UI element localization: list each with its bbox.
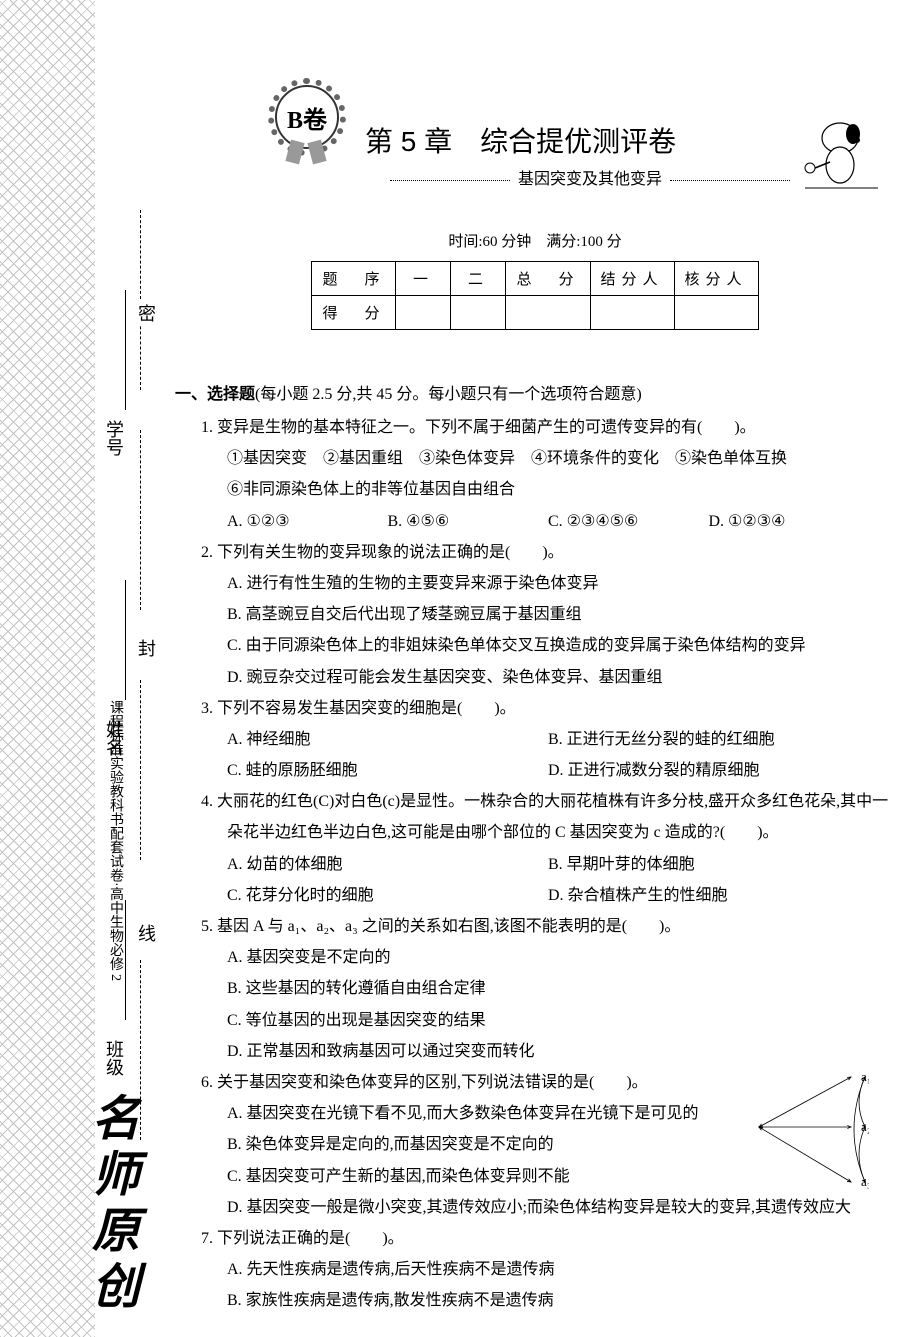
svg-text:a₂: a₂ — [861, 1119, 869, 1134]
snoopy-mascot-icon — [800, 110, 880, 190]
chapter-subtitle: 基因突变及其他变异 — [365, 165, 815, 189]
question-stem: 大丽花的红色(C)对白色(c)是显性。一株杂合的大丽花植株有许多分枝,盛开众多红… — [217, 793, 888, 841]
table-header: 一 — [396, 262, 451, 296]
option-b: B. 早期叶芽的体细胞 — [574, 849, 895, 880]
badge-label: B卷 — [275, 85, 339, 149]
option-d: D. ①②③④ — [735, 506, 896, 537]
question-number: 2. — [201, 544, 213, 561]
question-stem: 关于基因突变和染色体变异的区别,下列说法错误的是( )。 — [217, 1074, 648, 1091]
option-d: D. 杂合植株产生的性细胞 — [574, 880, 895, 911]
question-4: 4. 大丽花的红色(C)对白色(c)是显性。一株杂合的大丽花植株有许多分枝,盛开… — [201, 786, 895, 911]
binding-margin: 密 封 线 学号 姓名 班级 课程标准实验教科书配套试卷·高中生物必修 2 名师… — [95, 0, 165, 1337]
table-cell-blank — [674, 296, 758, 330]
option-a: A. 进行有性生殖的生物的主要变异来源于染色体变异 — [227, 568, 895, 599]
option-d: D. 正常基因和致病基因可以通过突变而转化 — [227, 1036, 787, 1067]
option-c: C. 等位基因的出现是基因突变的结果 — [227, 1005, 787, 1036]
table-cell-blank — [590, 296, 674, 330]
question-number: 6. — [201, 1074, 213, 1091]
seal-label-xian: 线 — [133, 920, 159, 946]
option-a: A. 先天性疾病是遗传病,后天性疾病不是遗传病 — [227, 1254, 895, 1285]
table-cell-blank — [451, 296, 506, 330]
main-content: B卷 第 5 章 综合提优测评卷 基因突变及其他变异 时间:60 分钟 满分:1… — [175, 80, 895, 1316]
question-line: ①基因突变 ②基因重组 ③染色体变异 ④环境条件的变化 ⑤染色单体互换 — [227, 443, 895, 474]
question-number: 3. — [201, 700, 213, 717]
option-d-text: D. 基因突变一般是微小突变,其遗传效应小;而染色体结构变异是较大的变异,其遗传… — [227, 1199, 851, 1216]
options-grid: A. 幼苗的体细胞 B. 早期叶芽的体细胞 C. 花芽分化时的细胞 D. 杂合植… — [227, 849, 895, 911]
seal-label-mi: 密 — [133, 300, 159, 326]
gene-mutation-diagram: Aa₁a₂a₃ — [775, 1067, 895, 1197]
section-heading: 一、选择题(每小题 2.5 分,共 45 分。每小题只有一个选项符合题意) — [175, 380, 895, 404]
seal-label-feng: 封 — [133, 635, 159, 661]
question-7: 7. 下列说法正确的是( )。 A. 先天性疾病是遗传病,后天性疾病不是遗传病 … — [201, 1223, 895, 1317]
exam-variant-badge: B卷 — [270, 80, 345, 155]
table-header: 题 序 — [312, 262, 396, 296]
seal-line-segment — [140, 430, 141, 610]
student-id-label: 学号 — [101, 420, 127, 456]
svg-text:A: A — [749, 1119, 750, 1134]
table-cell-blank — [396, 296, 451, 330]
option-d: D. 正进行减数分裂的精原细胞 — [574, 755, 895, 786]
question-number: 5. — [201, 918, 213, 935]
table-header: 结分人 — [590, 262, 674, 296]
options-grid: A. 神经细胞 B. 正进行无丝分裂的蛙的红细胞 C. 蛙的原肠胚细胞 D. 正… — [227, 724, 895, 786]
question-stem: 变异是生物的基本特征之一。下列不属于细菌产生的可遗传变异的有( )。 — [217, 419, 756, 436]
book-series-caption: 课程标准实验教科书配套试卷·高中生物必修 2 — [105, 700, 125, 981]
chapter-title: 第 5 章 综合提优测评卷 — [365, 120, 676, 160]
section-description: (每小题 2.5 分,共 45 分。每小题只有一个选项符合题意) — [255, 386, 642, 403]
exam-timing: 时间:60 分钟 满分:100 分 — [175, 230, 895, 251]
question-stem: 下列说法正确的是( )。 — [217, 1230, 404, 1247]
option-d: D. 豌豆杂交过程可能会发生基因突变、染色体变异、基因重组 — [227, 662, 895, 693]
class-line — [125, 900, 126, 1020]
question-2: 2. 下列有关生物的变异现象的说法正确的是( )。 A. 进行有性生殖的生物的主… — [201, 537, 895, 693]
option-c: C. 蛙的原肠胚细胞 — [253, 755, 574, 786]
table-header: 总 分 — [506, 262, 590, 296]
question-number: 4. — [201, 793, 213, 810]
name-line — [125, 580, 126, 700]
svg-text:a₃: a₃ — [861, 1174, 869, 1189]
table-row: 得 分 — [312, 296, 758, 330]
option-b: B. 家族性疾病是遗传病,散发性疾病不是遗传病 — [227, 1285, 895, 1316]
option-c: C. 花芽分化时的细胞 — [253, 880, 574, 911]
option-b: B. 高茎豌豆自交后代出现了矮茎豌豆属于基因重组 — [227, 599, 895, 630]
option-a: A. 神经细胞 — [253, 724, 574, 755]
option-a: A. 基因突变是不定向的 — [227, 942, 787, 973]
question-5: 5. 基因 A 与 a₁、a₂、a₃ 之间的关系如右图,该图不能表明的是( )。… — [201, 911, 895, 1067]
page-header: B卷 第 5 章 综合提优测评卷 基因突变及其他变异 — [175, 80, 895, 210]
question-number: 7. — [201, 1230, 213, 1247]
question-line: ⑥非同源染色体上的非等位基因自由组合 — [227, 474, 895, 505]
option-b: B. 这些基因的转化遵循自由组合定律 — [227, 973, 787, 1004]
question-stem: 基因 A 与 a₁、a₂、a₃ 之间的关系如右图,该图不能表明的是( )。 — [217, 918, 680, 935]
svg-text:a₁: a₁ — [861, 1069, 869, 1084]
publisher-brand: 名师原创 — [75, 1093, 145, 1317]
class-label: 班级 — [101, 1040, 127, 1076]
section-number: 一、选择题 — [175, 386, 255, 403]
option-c: C. 由于同源染色体上的非姐妹染色单体交叉互换造成的变异属于染色体结构的变异 — [227, 630, 895, 661]
question-stem: 下列不容易发生基因突变的细胞是( )。 — [217, 700, 516, 717]
table-cell-blank — [506, 296, 590, 330]
question-stem: 下列有关生物的变异现象的说法正确的是( )。 — [217, 544, 564, 561]
seal-line-segment — [140, 680, 141, 860]
student-id-line — [125, 290, 126, 410]
question-3: 3. 下列不容易发生基因突变的细胞是( )。 A. 神经细胞 B. 正进行无丝分… — [201, 693, 895, 787]
table-row: 题 序 一 二 总 分 结分人 核分人 — [312, 262, 758, 296]
table-header: 二 — [451, 262, 506, 296]
table-cell: 得 分 — [312, 296, 396, 330]
question-number: 1. — [201, 419, 213, 436]
option-b: B. 正进行无丝分裂的蛙的红细胞 — [574, 724, 895, 755]
options-row: A. ①②③ B. ④⑤⑥ C. ②③④⑤⑥ D. ①②③④ — [227, 506, 895, 537]
option-a: A. 幼苗的体细胞 — [253, 849, 574, 880]
question-1: 1. 变异是生物的基本特征之一。下列不属于细菌产生的可遗传变异的有( )。 ①基… — [201, 412, 895, 537]
table-header: 核分人 — [674, 262, 758, 296]
score-table: 题 序 一 二 总 分 结分人 核分人 得 分 — [311, 261, 758, 330]
